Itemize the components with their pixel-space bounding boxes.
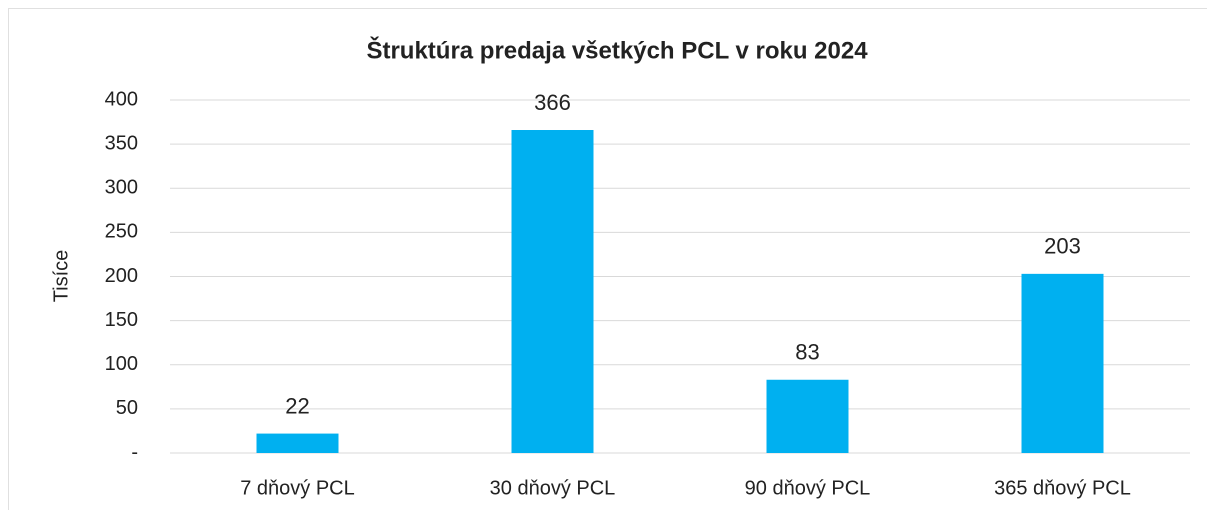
- bar: [766, 379, 849, 453]
- y-tick-label: 300: [105, 177, 138, 199]
- chart-border: [8, 8, 1207, 510]
- y-tick-label: 50: [116, 397, 138, 419]
- bar: [511, 130, 594, 453]
- x-tick-label: 365 dňový PCL: [994, 477, 1131, 499]
- bar: [1021, 273, 1104, 453]
- x-tick-label: 7 dňový PCL: [240, 477, 355, 499]
- chart-title: Štruktúra predaja všetkých PCL v roku 20…: [366, 36, 868, 64]
- x-tick-label: 30 dňový PCL: [490, 477, 616, 499]
- y-tick-label: 100: [105, 353, 138, 375]
- data-label: 366: [534, 90, 571, 115]
- data-label: 83: [795, 340, 819, 365]
- y-tick-label: 350: [105, 132, 138, 154]
- y-tick-label: 250: [105, 221, 138, 243]
- y-tick-label: 400: [105, 88, 138, 110]
- data-label: 203: [1044, 234, 1081, 259]
- x-tick-label: 90 dňový PCL: [745, 477, 871, 499]
- y-axis-label: Tisíce: [50, 250, 72, 303]
- y-tick-label: 150: [105, 309, 138, 331]
- y-tick-label: -: [131, 441, 138, 463]
- bar: [256, 433, 339, 453]
- y-tick-label: 200: [105, 265, 138, 287]
- data-label: 22: [285, 393, 309, 418]
